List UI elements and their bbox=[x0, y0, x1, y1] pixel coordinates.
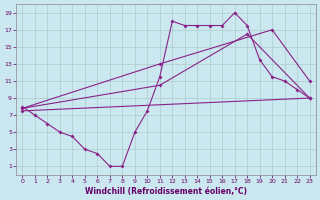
X-axis label: Windchill (Refroidissement éolien,°C): Windchill (Refroidissement éolien,°C) bbox=[85, 187, 247, 196]
